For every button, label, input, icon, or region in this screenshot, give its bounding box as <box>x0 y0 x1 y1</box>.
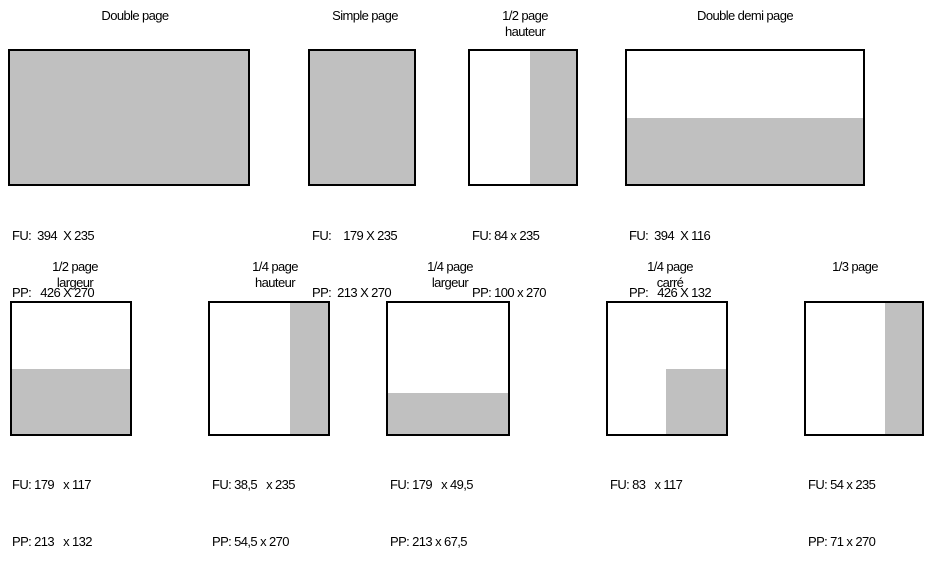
dims-double-page: FU: 394 X 235 PP: 426 X 270 <box>12 228 95 300</box>
dims-quarter-page-height: FU: 38,5 x 235 PP: 54,5 x 270 <box>212 477 296 549</box>
title-half-page-height: 1/2 page hauteur <box>502 8 548 39</box>
title-third-page: 1/3 page <box>832 259 878 274</box>
filled-area <box>388 393 508 434</box>
format-box-half-page-height <box>468 49 578 186</box>
title-half-page-width: 1/2 page largeur <box>52 259 98 290</box>
dims-simple-page: FU: 179 X 235 PP: 213 X 270 <box>312 228 398 300</box>
dims-quarter-page-square: FU: 83 x 117 <box>610 477 683 492</box>
dims-double-half-page: FU: 394 X 116 PP: 426 X 132 <box>629 228 712 300</box>
format-box-double-page <box>8 49 250 186</box>
format-box-quarter-page-square <box>606 301 728 436</box>
title-double-half-page: Double demi page <box>697 8 794 23</box>
title-quarter-page-width: 1/4 page largeur <box>427 259 473 290</box>
format-box-third-page <box>804 301 924 436</box>
dims-quarter-page-width: FU: 179 x 49,5 PP: 213 x 67,5 <box>390 477 474 549</box>
format-box-double-half-page <box>625 49 865 186</box>
filled-area <box>530 51 576 184</box>
title-quarter-page-height: 1/4 page hauteur <box>252 259 298 290</box>
filled-area <box>666 369 726 434</box>
title-quarter-page-square: 1/4 page carré <box>647 259 693 290</box>
format-box-quarter-page-height <box>208 301 330 436</box>
filled-area <box>885 303 922 434</box>
title-double-page: Double page <box>101 8 169 23</box>
dims-half-page-width: FU: 179 x 117 PP: 213 x 132 <box>12 477 93 549</box>
filled-area <box>310 51 414 184</box>
title-simple-page: Simple page <box>332 8 398 23</box>
dims-half-page-height: FU: 84 x 235 PP: 100 x 270 <box>472 228 546 300</box>
format-box-quarter-page-width <box>386 301 510 436</box>
format-box-half-page-width <box>10 301 132 436</box>
dims-third-page: FU: 54 x 235 PP: 71 x 270 <box>808 477 876 549</box>
filled-area <box>10 51 248 184</box>
filled-area <box>12 369 130 434</box>
filled-area <box>627 118 863 184</box>
format-box-simple-page <box>308 49 416 186</box>
filled-area <box>290 303 328 434</box>
